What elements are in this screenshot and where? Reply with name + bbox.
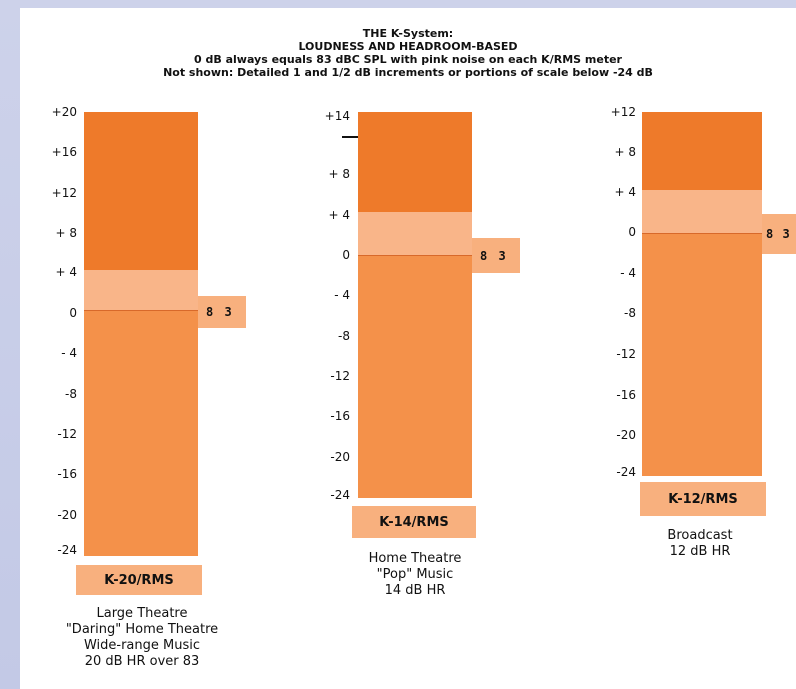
meter-upper-zone xyxy=(358,112,472,212)
meter-bar-k12 xyxy=(642,112,762,476)
caption-line: 20 dB HR over 83 xyxy=(84,654,200,669)
tick-label: +16 xyxy=(51,145,77,159)
tick-label: + 4 xyxy=(55,265,77,279)
tick-label: -16 xyxy=(57,467,77,481)
tick-label: 0 xyxy=(69,306,77,320)
tick-label: -24 xyxy=(616,465,636,479)
meter-reference-band xyxy=(84,270,198,311)
meter-name-label: K-20/RMS xyxy=(76,565,202,595)
meter-reference-band xyxy=(642,190,762,234)
meter-caption: Broadcast 12 dB HR xyxy=(630,528,770,560)
tick-label: -12 xyxy=(57,427,77,441)
tick-label: + 4 xyxy=(328,208,350,222)
title-line-1: THE K-System: xyxy=(362,27,454,40)
tick-label: -24 xyxy=(330,488,350,502)
tick-label: -8 xyxy=(338,329,350,343)
tick-label: -12 xyxy=(616,347,636,361)
caption-line: Home Theatre xyxy=(368,551,462,566)
tick-label: + 8 xyxy=(328,167,350,181)
tick-label: -20 xyxy=(330,450,350,464)
tick-label: + 8 xyxy=(614,145,636,159)
tick-label: + 4 xyxy=(614,185,636,199)
reference-83-label: 8 3 xyxy=(762,214,796,254)
reference-83-label: 8 3 xyxy=(472,238,520,273)
caption-line: 14 dB HR xyxy=(384,583,446,598)
caption-line: 12 dB HR xyxy=(669,544,731,559)
tick-label: - 4 xyxy=(334,288,350,302)
tick-label: +12 xyxy=(51,186,77,200)
tick-label: -16 xyxy=(330,409,350,423)
title-line-3: 0 dB always equals 83 dBC SPL with pink … xyxy=(194,53,622,66)
tick-label: 0 xyxy=(342,248,350,262)
tick-label: -8 xyxy=(624,306,636,320)
tick-label: +20 xyxy=(51,105,77,119)
meter-reference-band xyxy=(358,212,472,256)
meter-name-label: K-14/RMS xyxy=(352,506,476,538)
meter-name-label: K-12/RMS xyxy=(640,482,766,516)
tick-label: -20 xyxy=(57,508,77,522)
meter-bar-k20 xyxy=(84,112,198,556)
caption-line: "Pop" Music xyxy=(376,567,454,582)
tick-label: -8 xyxy=(65,387,77,401)
reference-83-label: 8 3 xyxy=(198,296,246,328)
caption-line: Large Theatre xyxy=(96,606,188,621)
scale-tick-mark xyxy=(342,136,358,138)
tick-label: - 4 xyxy=(61,346,77,360)
meter-upper-zone xyxy=(642,112,762,190)
tick-label: +12 xyxy=(610,105,636,119)
caption-line: Wide-range Music xyxy=(83,638,201,653)
meter-upper-zone xyxy=(84,112,198,270)
meter-bar-k14 xyxy=(358,112,472,498)
tick-label: - 4 xyxy=(620,266,636,280)
tick-label: 0 xyxy=(628,225,636,239)
tick-label: -20 xyxy=(616,428,636,442)
caption-line: "Daring" Home Theatre xyxy=(65,622,219,637)
tick-label: +14 xyxy=(324,109,350,123)
title-line-2: LOUDNESS AND HEADROOM-BASED xyxy=(298,40,518,53)
title-line-4: Not shown: Detailed 1 and 1/2 dB increme… xyxy=(163,66,653,79)
meter-caption: Home Theatre "Pop" Music 14 dB HR xyxy=(330,551,500,599)
caption-line: Broadcast xyxy=(667,528,733,543)
tick-label: + 8 xyxy=(55,226,77,240)
tick-label: -24 xyxy=(57,543,77,557)
meter-caption: Large Theatre "Daring" Home Theatre Wide… xyxy=(40,606,244,670)
tick-label: -12 xyxy=(330,369,350,383)
tick-label: -16 xyxy=(616,388,636,402)
